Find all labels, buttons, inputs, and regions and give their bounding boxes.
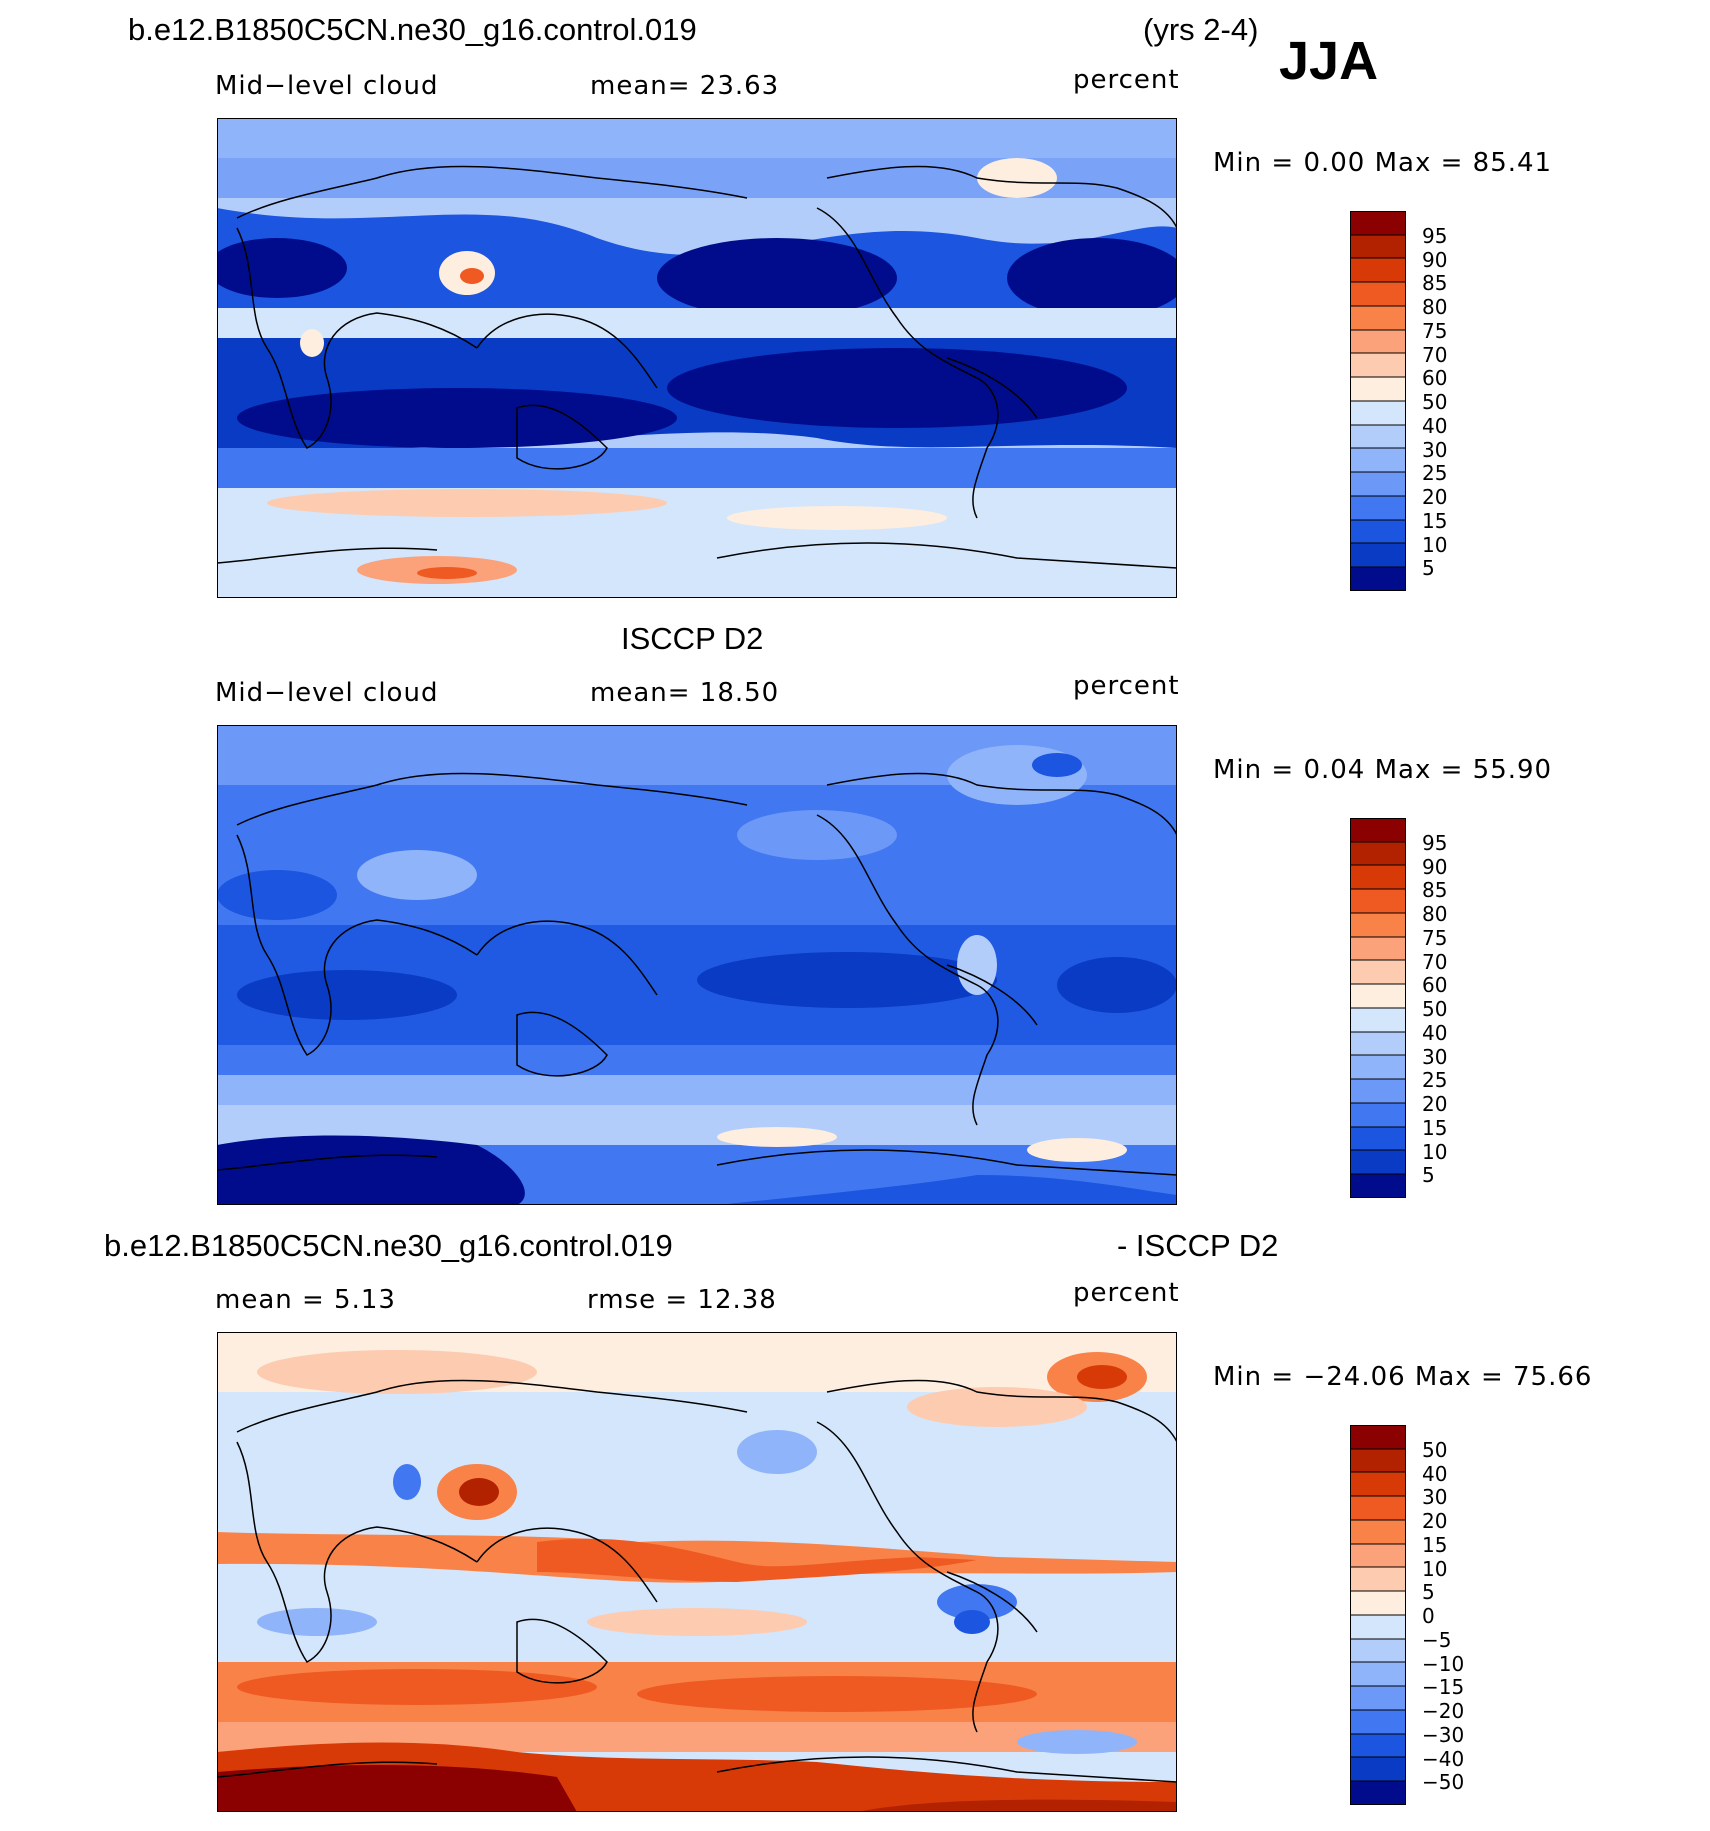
colorbar-tick: 75	[1422, 319, 1448, 343]
colorbar-tick: 30	[1422, 1485, 1448, 1509]
panel2-mean-label: mean= 18.50	[590, 678, 780, 708]
colorbar-tick: 80	[1422, 902, 1448, 926]
panel2-title: ISCCP D2	[621, 621, 764, 656]
colorbar-tick: 15	[1422, 509, 1448, 533]
panel2-colorbar	[1350, 818, 1406, 1198]
colorbar-tick: 20	[1422, 1092, 1448, 1116]
colorbar-tick: −15	[1422, 1675, 1465, 1699]
colorbar-tick: 40	[1422, 1462, 1448, 1486]
colorbar-tick: 60	[1422, 973, 1448, 997]
panel2-variable-label: Mid−level cloud	[215, 678, 439, 708]
panel3-minmax: Min = −24.06 Max = 75.66	[1213, 1362, 1593, 1392]
panel2-coastlines	[217, 772, 1177, 1176]
colorbar-tick: 90	[1422, 248, 1448, 272]
panel2-units-label: percent	[1073, 671, 1180, 701]
colorbar-tick: 40	[1422, 414, 1448, 438]
panel3-map	[217, 1332, 1177, 1812]
colorbar-tick: 60	[1422, 366, 1448, 390]
colorbar-tick: 10	[1422, 1557, 1448, 1581]
panel1-units-label: percent	[1073, 65, 1180, 95]
colorbar-tick: 5	[1422, 556, 1435, 580]
colorbar-tick: 85	[1422, 878, 1448, 902]
colorbar-tick: −50	[1422, 1770, 1465, 1794]
colorbar-tick: 40	[1422, 1021, 1448, 1045]
colorbar-tick: −5	[1422, 1628, 1452, 1652]
years-label: (yrs 2-4)	[1143, 12, 1259, 47]
colorbar-tick: −20	[1422, 1699, 1465, 1723]
season-label: JJA	[1279, 31, 1379, 91]
colorbar-tick: 0	[1422, 1604, 1435, 1628]
colorbar-tick: 5	[1422, 1163, 1435, 1187]
colorbar-tick: 50	[1422, 1438, 1448, 1462]
colorbar-tick: 50	[1422, 390, 1448, 414]
panel2-minmax: Min = 0.04 Max = 55.90	[1213, 755, 1553, 785]
panel1-coastlines	[217, 165, 1177, 569]
colorbar-tick: 30	[1422, 1045, 1448, 1069]
panel1-variable-label: Mid−level cloud	[215, 71, 439, 101]
panel1-mean-label: mean= 23.63	[590, 71, 780, 101]
colorbar-tick: 95	[1422, 224, 1448, 248]
panel3-title-right: - ISCCP D2	[1117, 1228, 1279, 1263]
colorbar-tick: 70	[1422, 343, 1448, 367]
colorbar-tick: 25	[1422, 1068, 1448, 1092]
colorbar-tick: 20	[1422, 485, 1448, 509]
colorbar-tick: 90	[1422, 855, 1448, 879]
colorbar-tick: 5	[1422, 1580, 1435, 1604]
panel1-colorbar	[1350, 211, 1406, 591]
panel3-units-label: percent	[1073, 1278, 1180, 1308]
colorbar-tick: 25	[1422, 461, 1448, 485]
colorbar-tick: 10	[1422, 1140, 1448, 1164]
panel3-title-left: b.e12.B1850C5CN.ne30_g16.control.019	[104, 1228, 673, 1263]
colorbar-tick: 75	[1422, 926, 1448, 950]
panel3-rmse-label: rmse = 12.38	[587, 1285, 777, 1315]
panel3-colorbar	[1350, 1425, 1406, 1805]
colorbar-tick: 20	[1422, 1509, 1448, 1533]
panel1-minmax: Min = 0.00 Max = 85.41	[1213, 148, 1553, 178]
panel3-mean-label: mean = 5.13	[215, 1285, 396, 1315]
colorbar-tick: −10	[1422, 1652, 1465, 1676]
colorbar-tick: 95	[1422, 831, 1448, 855]
case-title: b.e12.B1850C5CN.ne30_g16.control.019	[128, 12, 697, 47]
colorbar-tick: 85	[1422, 271, 1448, 295]
colorbar-tick: 15	[1422, 1533, 1448, 1557]
colorbar-tick: 50	[1422, 997, 1448, 1021]
colorbar-tick: 15	[1422, 1116, 1448, 1140]
colorbar-tick: 70	[1422, 950, 1448, 974]
panel3-coastlines	[217, 1379, 1177, 1783]
colorbar-tick: 30	[1422, 438, 1448, 462]
colorbar-tick: −30	[1422, 1723, 1465, 1747]
colorbar-tick: −40	[1422, 1747, 1465, 1771]
colorbar-tick: 10	[1422, 533, 1448, 557]
colorbar-tick: 80	[1422, 295, 1448, 319]
panel2-map	[217, 725, 1177, 1205]
panel1-map	[217, 118, 1177, 598]
